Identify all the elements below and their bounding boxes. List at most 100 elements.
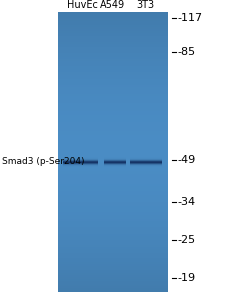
- Text: 3T3: 3T3: [136, 0, 154, 10]
- Bar: [58, 279, 168, 281]
- Bar: [58, 61, 168, 62]
- Bar: [58, 191, 168, 193]
- Bar: [58, 92, 168, 94]
- Bar: [58, 109, 168, 111]
- Bar: [58, 206, 168, 208]
- Text: -117: -117: [177, 13, 202, 23]
- Bar: [58, 31, 168, 32]
- Bar: [58, 27, 168, 29]
- Bar: [58, 77, 168, 79]
- Bar: [58, 87, 168, 88]
- Bar: [58, 204, 168, 206]
- Bar: [58, 212, 168, 214]
- Bar: [58, 29, 168, 31]
- Bar: [58, 167, 168, 169]
- Bar: [58, 210, 168, 212]
- Bar: [58, 18, 168, 20]
- Bar: [58, 229, 168, 230]
- Bar: [58, 176, 168, 178]
- Bar: [58, 25, 168, 27]
- Bar: [58, 81, 168, 83]
- Bar: [58, 20, 168, 21]
- Bar: [58, 130, 168, 131]
- Bar: [58, 195, 168, 197]
- Bar: [58, 55, 168, 57]
- Bar: [58, 21, 168, 23]
- Bar: [58, 76, 168, 77]
- Bar: [58, 264, 168, 266]
- Bar: [58, 260, 168, 262]
- Bar: [58, 219, 168, 221]
- Bar: [58, 135, 168, 137]
- Bar: [58, 49, 168, 51]
- Bar: [58, 163, 168, 165]
- Bar: [58, 111, 168, 113]
- Bar: [58, 256, 168, 258]
- Bar: [58, 137, 168, 139]
- Bar: [58, 79, 168, 81]
- Bar: [58, 64, 168, 66]
- Bar: [58, 253, 168, 255]
- Bar: [58, 214, 168, 215]
- Bar: [58, 249, 168, 251]
- Bar: [58, 146, 168, 148]
- Bar: [58, 160, 168, 161]
- Bar: [58, 133, 168, 135]
- Bar: [58, 116, 168, 119]
- Bar: [58, 268, 168, 270]
- Bar: [58, 156, 168, 158]
- Bar: [58, 161, 168, 163]
- Text: A549: A549: [99, 0, 124, 10]
- Bar: [58, 141, 168, 143]
- Bar: [58, 14, 168, 16]
- Bar: [58, 281, 168, 283]
- Bar: [58, 53, 168, 55]
- Bar: [58, 178, 168, 180]
- Bar: [58, 202, 168, 204]
- Bar: [58, 94, 168, 96]
- Bar: [58, 83, 168, 85]
- Bar: [58, 122, 168, 124]
- Bar: [58, 286, 168, 288]
- Bar: [58, 102, 168, 103]
- Bar: [58, 90, 168, 92]
- Bar: [58, 277, 168, 279]
- Bar: [58, 59, 168, 61]
- Bar: [58, 169, 168, 171]
- Bar: [58, 88, 168, 90]
- Text: -19: -19: [177, 273, 195, 283]
- Bar: [58, 245, 168, 247]
- Bar: [58, 182, 168, 184]
- Text: -85: -85: [177, 47, 195, 57]
- Bar: [58, 16, 168, 18]
- Bar: [58, 36, 168, 38]
- Bar: [58, 158, 168, 160]
- Bar: [58, 165, 168, 167]
- Bar: [58, 188, 168, 189]
- Bar: [58, 128, 168, 130]
- Bar: [58, 171, 168, 172]
- Text: Smad3 (p-Ser204): Smad3 (p-Ser204): [2, 158, 84, 166]
- Bar: [58, 51, 168, 53]
- Bar: [58, 70, 168, 72]
- Bar: [58, 247, 168, 249]
- Bar: [58, 154, 168, 156]
- Bar: [58, 118, 168, 120]
- Bar: [58, 139, 168, 141]
- Bar: [58, 174, 168, 176]
- Bar: [58, 68, 168, 70]
- Bar: [58, 238, 168, 240]
- Bar: [58, 272, 168, 273]
- Bar: [58, 107, 168, 109]
- Bar: [58, 186, 168, 188]
- Bar: [58, 72, 168, 74]
- Bar: [58, 193, 168, 195]
- Bar: [58, 85, 168, 87]
- Bar: [58, 96, 168, 98]
- Bar: [58, 46, 168, 47]
- Bar: [58, 44, 168, 46]
- Text: -25: -25: [177, 235, 195, 245]
- Bar: [58, 152, 168, 154]
- Bar: [58, 34, 168, 36]
- Bar: [58, 126, 168, 128]
